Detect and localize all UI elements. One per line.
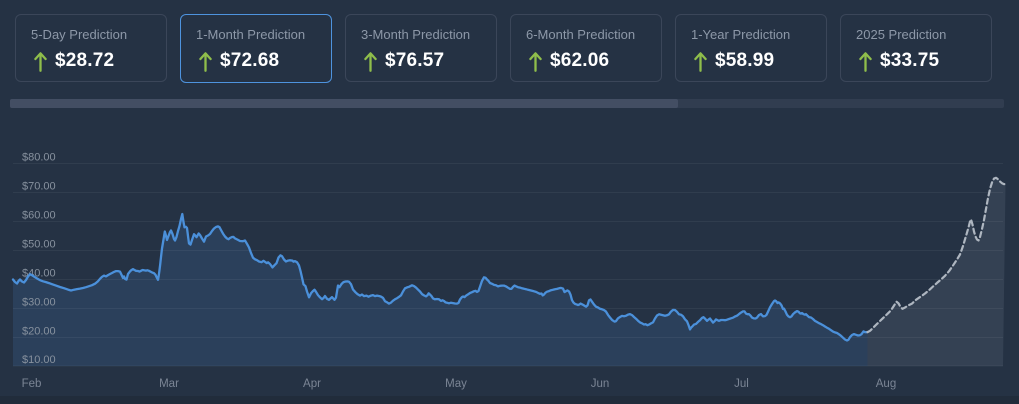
svg-text:$80.00: $80.00 — [22, 151, 56, 163]
svg-text:Aug: Aug — [876, 378, 896, 390]
svg-text:Jul: Jul — [734, 378, 749, 390]
svg-text:Mar: Mar — [159, 378, 179, 390]
svg-text:Feb: Feb — [22, 378, 42, 390]
svg-text:$30.00: $30.00 — [22, 296, 56, 308]
svg-text:$10.00: $10.00 — [22, 354, 56, 366]
svg-text:$20.00: $20.00 — [22, 325, 56, 337]
svg-text:$50.00: $50.00 — [22, 238, 56, 250]
svg-text:May: May — [445, 378, 467, 390]
svg-text:Apr: Apr — [303, 378, 321, 390]
svg-text:Jun: Jun — [591, 378, 610, 390]
svg-text:$40.00: $40.00 — [22, 267, 56, 279]
svg-text:$60.00: $60.00 — [22, 209, 56, 221]
svg-text:$70.00: $70.00 — [22, 180, 56, 192]
